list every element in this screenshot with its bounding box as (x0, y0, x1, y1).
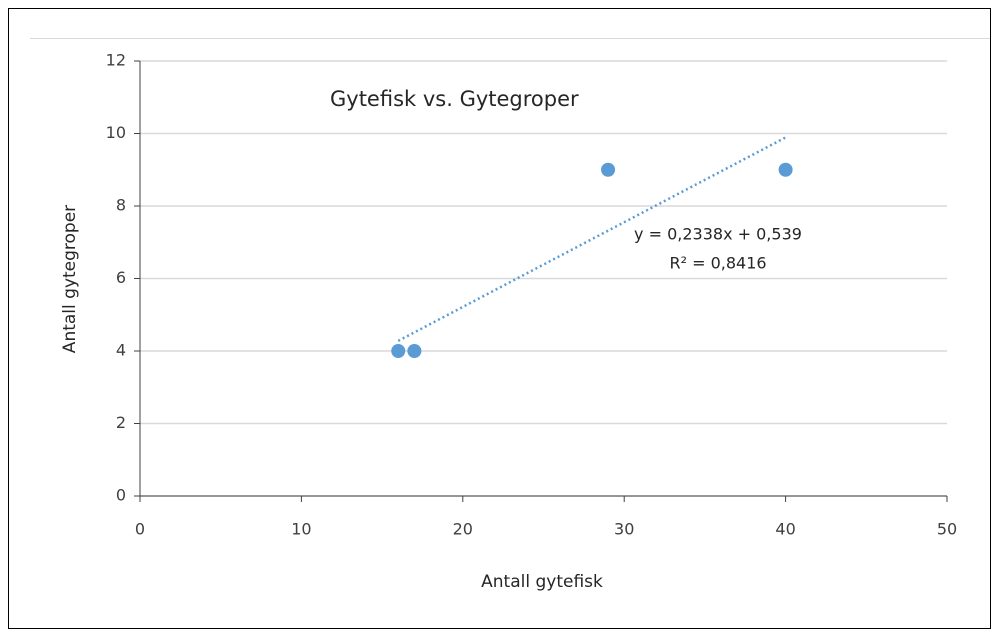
x-tick-label: 40 (775, 520, 795, 539)
chart-frame (8, 8, 991, 629)
y-tick-label: 2 (116, 413, 126, 432)
y-tick-label: 8 (116, 196, 126, 215)
trendline-equation: y = 0,2338x + 0,539 (634, 225, 802, 244)
x-tick-label: 0 (135, 520, 145, 539)
y-tick-label: 4 (116, 341, 126, 360)
y-axis-title: Antall gytegroper (60, 205, 80, 353)
chart-title: Gytefisk vs. Gytegroper (330, 87, 579, 111)
x-tick-label: 20 (453, 520, 473, 539)
y-tick-label: 10 (106, 123, 126, 142)
y-tick-label: 0 (116, 486, 126, 505)
y-tick-label: 12 (106, 51, 126, 70)
y-tick-label: 6 (116, 268, 126, 287)
x-tick-label: 10 (291, 520, 311, 539)
x-axis-title: Antall gytefisk (481, 572, 603, 592)
x-tick-label: 50 (937, 520, 957, 539)
data-point (391, 344, 406, 358)
x-tick-label: 30 (614, 520, 634, 539)
data-point (601, 162, 616, 177)
data-point (407, 344, 422, 358)
trendline-r-squared: R² = 0,8416 (669, 254, 766, 273)
data-point (778, 162, 793, 177)
